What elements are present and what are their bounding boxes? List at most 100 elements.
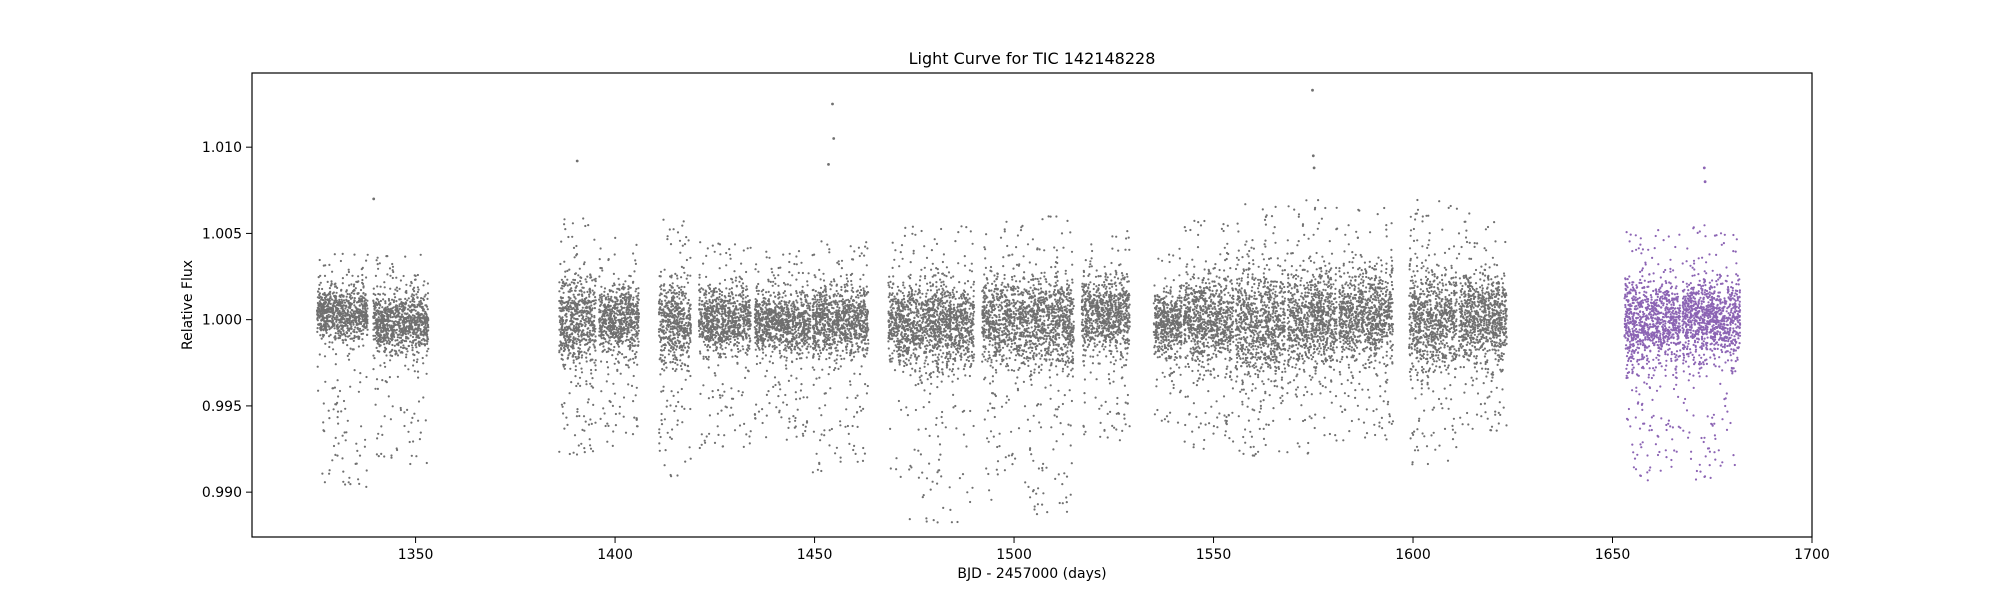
data-point	[376, 327, 379, 331]
data-point	[706, 247, 709, 250]
data-point	[604, 298, 608, 301]
data-point	[664, 299, 667, 302]
data-point	[630, 329, 633, 332]
data-point	[676, 328, 679, 331]
data-point	[619, 325, 622, 328]
data-point	[407, 327, 410, 330]
data-point	[580, 333, 583, 336]
data-point	[683, 285, 686, 289]
data-point	[568, 338, 571, 341]
data-point	[714, 298, 717, 301]
data-point	[627, 359, 630, 362]
data-point	[745, 270, 748, 274]
data-point	[383, 455, 386, 458]
data-point	[350, 325, 353, 328]
data-point	[570, 315, 573, 319]
data-point	[742, 289, 745, 293]
data-point	[349, 347, 352, 350]
data-point	[721, 445, 725, 448]
data-point	[598, 321, 601, 324]
data-point	[360, 332, 363, 336]
data-point	[702, 355, 705, 358]
data-point	[336, 410, 340, 413]
data-point	[327, 313, 330, 316]
data-point	[676, 419, 679, 422]
data-point	[337, 442, 340, 445]
data-point	[619, 372, 622, 375]
data-point	[576, 322, 579, 325]
data-point	[663, 314, 667, 317]
data-point	[683, 312, 686, 315]
data-point	[685, 315, 689, 318]
data-point	[672, 346, 675, 349]
data-point	[416, 290, 419, 294]
data-point	[355, 315, 358, 319]
data-point	[389, 316, 392, 319]
data-point	[796, 295, 799, 298]
data-point	[600, 285, 603, 288]
data-point	[365, 322, 368, 325]
data-point	[619, 330, 622, 333]
data-point	[419, 342, 422, 345]
data-point	[630, 384, 634, 387]
data-point	[342, 299, 346, 302]
data-point	[698, 273, 701, 276]
data-point	[588, 293, 591, 296]
data-point	[364, 312, 367, 315]
data-point	[629, 343, 632, 347]
data-point	[585, 356, 588, 359]
data-point	[633, 416, 636, 419]
data-point	[798, 319, 801, 322]
data-point	[421, 313, 424, 316]
data-point	[416, 318, 419, 321]
data-point	[762, 351, 765, 354]
data-point	[748, 340, 751, 343]
data-point	[682, 335, 685, 338]
data-point	[341, 282, 344, 285]
data-point	[357, 275, 360, 278]
data-point	[344, 439, 347, 442]
data-point	[623, 331, 626, 335]
data-point	[658, 294, 661, 297]
data-point	[662, 337, 665, 340]
data-point	[617, 327, 620, 330]
data-point	[747, 300, 751, 304]
data-point	[689, 457, 692, 460]
data-point	[623, 356, 626, 359]
data-point	[394, 296, 397, 299]
data-point	[417, 376, 420, 379]
data-point	[719, 396, 722, 399]
data-point	[630, 336, 634, 339]
data-point	[580, 371, 584, 374]
data-point	[624, 322, 628, 325]
data-point	[740, 262, 743, 265]
data-point	[403, 424, 406, 428]
data-point	[355, 331, 358, 334]
data-point	[366, 299, 369, 302]
data-point	[578, 414, 581, 418]
data-point	[583, 301, 586, 304]
data-point	[417, 419, 420, 422]
data-point	[730, 397, 734, 400]
data-point	[678, 297, 681, 300]
data-point	[664, 319, 667, 322]
data-point	[381, 311, 384, 314]
data-point	[425, 304, 428, 307]
data-point	[377, 331, 380, 335]
data-point	[415, 327, 418, 330]
data-point	[574, 272, 577, 276]
data-point	[625, 308, 628, 312]
data-point	[686, 327, 689, 330]
data-point	[356, 326, 359, 329]
data-point	[580, 356, 583, 359]
data-point	[349, 302, 352, 305]
data-point	[676, 319, 679, 322]
data-point	[674, 320, 677, 323]
data-point	[413, 315, 416, 318]
data-point	[600, 295, 604, 298]
data-point	[684, 296, 687, 300]
data-point	[748, 314, 752, 317]
data-point	[724, 346, 727, 349]
data-point	[387, 395, 390, 398]
data-point	[663, 332, 666, 335]
